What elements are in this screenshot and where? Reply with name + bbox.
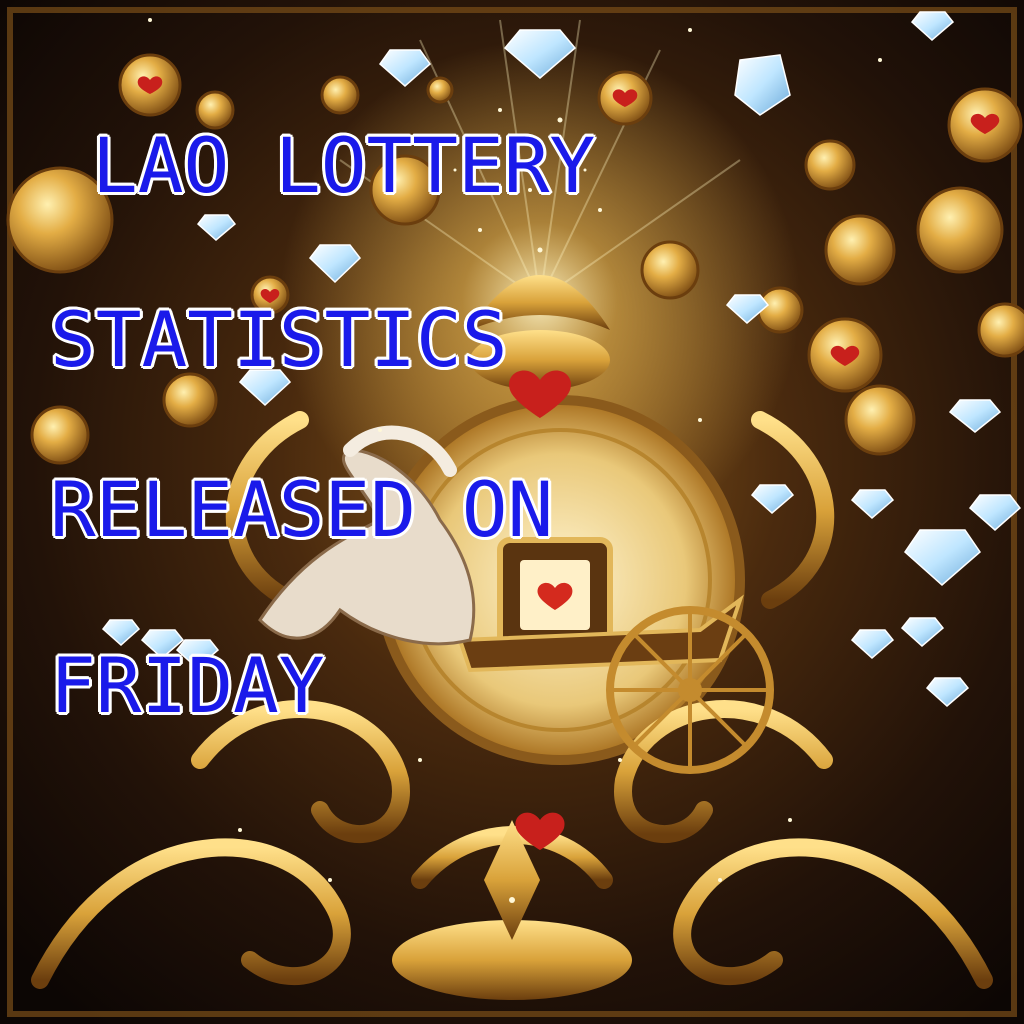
headline-line-4: FRIDAY [50, 641, 325, 730]
scroll-ornaments [392, 275, 632, 1000]
horse [258, 448, 476, 646]
horse-drawn-carriage [258, 425, 774, 774]
headline-line-1: LAO LOTTERY [92, 121, 596, 210]
diamond-group [101, 11, 1022, 707]
coin-heart-marks [137, 76, 1000, 366]
gold-coin-group [6, 53, 1024, 465]
headline-line-3: RELEASED ON [50, 465, 554, 554]
headline-line-2: STATISTICS [50, 295, 508, 384]
sparkle-dots [148, 18, 882, 903]
